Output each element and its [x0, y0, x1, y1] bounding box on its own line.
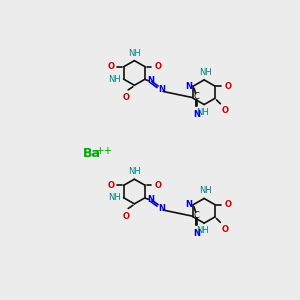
Text: O: O: [154, 62, 161, 71]
Text: O: O: [107, 181, 114, 190]
Text: C: C: [194, 92, 200, 101]
Text: O: O: [222, 225, 229, 234]
Text: N: N: [158, 85, 165, 94]
Text: O: O: [222, 106, 229, 115]
Text: NH: NH: [108, 75, 121, 84]
Text: N: N: [193, 110, 200, 119]
Text: NH: NH: [199, 186, 212, 195]
Text: O: O: [122, 93, 129, 102]
Text: NH: NH: [108, 193, 121, 202]
Text: NH: NH: [199, 68, 212, 77]
Text: NH: NH: [128, 49, 141, 58]
Text: N: N: [186, 200, 193, 209]
Text: N: N: [193, 229, 200, 238]
Text: Ba: Ba: [82, 146, 100, 160]
Text: NH: NH: [128, 167, 141, 176]
Text: NH: NH: [196, 108, 209, 117]
Text: N: N: [186, 82, 193, 91]
Text: N: N: [158, 204, 165, 213]
Text: O: O: [154, 181, 161, 190]
Text: O: O: [224, 200, 231, 209]
Text: NH: NH: [196, 226, 209, 235]
Text: N: N: [147, 76, 154, 85]
Text: O: O: [122, 212, 129, 220]
Text: C: C: [194, 211, 200, 220]
Text: N: N: [147, 195, 154, 204]
Text: ++: ++: [96, 146, 114, 156]
Text: O: O: [107, 62, 114, 71]
Text: O: O: [224, 82, 231, 91]
